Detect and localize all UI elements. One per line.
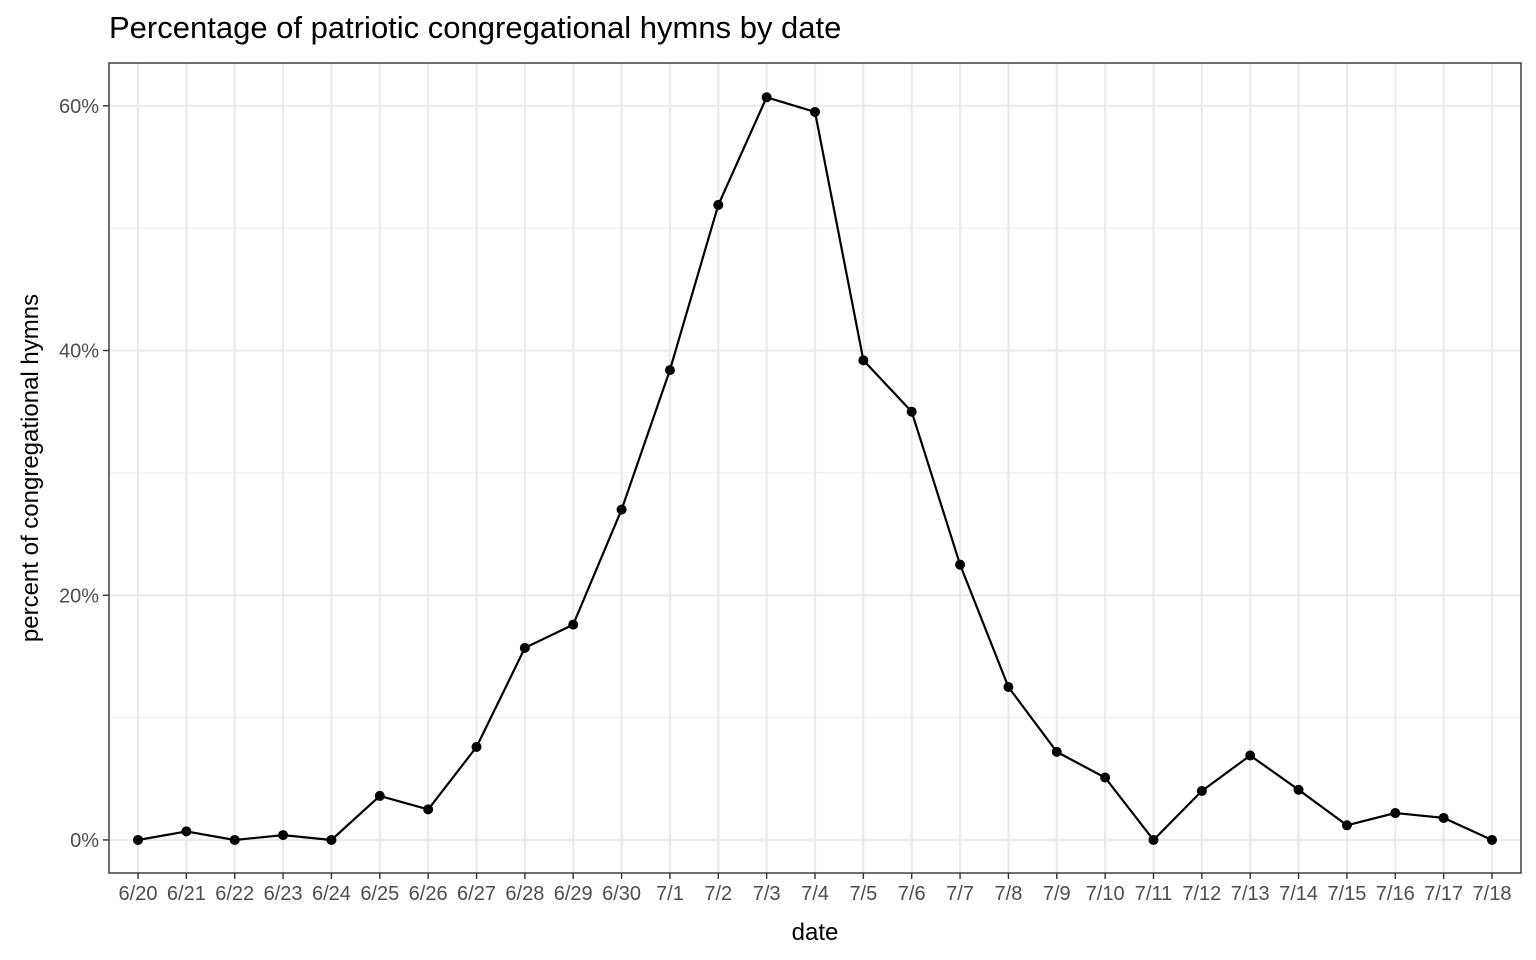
x-tick-label: 7/3 — [753, 883, 781, 905]
x-tick-label: 6/22 — [215, 883, 254, 905]
x-tick-label: 7/17 — [1424, 883, 1463, 905]
data-point — [1051, 746, 1062, 757]
data-point — [229, 834, 240, 845]
x-tick-label: 6/25 — [360, 883, 399, 905]
x-tick-label: 7/2 — [704, 883, 732, 905]
x-tick-label: 7/9 — [1043, 883, 1071, 905]
data-point — [374, 790, 385, 801]
x-tick-label: 7/11 — [1135, 883, 1172, 905]
data-point — [616, 504, 627, 515]
y-axis-title: percent of congregational hymns — [17, 294, 44, 642]
data-point — [568, 619, 579, 630]
data-point — [326, 834, 337, 845]
data-point — [1100, 772, 1111, 783]
data-point — [664, 365, 675, 376]
data-point — [906, 406, 917, 417]
data-point — [133, 834, 144, 845]
x-tick-label: 6/30 — [602, 883, 641, 905]
data-point — [1438, 812, 1449, 823]
data-point — [1293, 784, 1304, 795]
x-tick-label: 7/6 — [898, 883, 926, 905]
x-tick-label: 7/7 — [946, 883, 974, 905]
x-tick-label: 7/4 — [801, 883, 829, 905]
x-tick-label: 7/13 — [1231, 883, 1270, 905]
data-point — [1245, 750, 1256, 761]
x-tick-label: 6/23 — [264, 883, 303, 905]
x-tick-label: 7/5 — [849, 883, 877, 905]
data-series — [133, 92, 1497, 845]
x-tick-label: 7/14 — [1279, 883, 1318, 905]
x-axis-title: date — [792, 919, 839, 946]
x-tick-label: 7/16 — [1376, 883, 1415, 905]
data-point — [278, 830, 289, 841]
data-point — [1148, 834, 1159, 845]
y-tick-label: 0% — [70, 830, 99, 852]
grid-lines — [109, 63, 1521, 873]
y-tick-label: 20% — [59, 585, 99, 607]
data-point — [471, 741, 482, 752]
data-point — [1341, 820, 1352, 831]
data-point — [1003, 682, 1014, 693]
data-point — [519, 642, 530, 653]
x-tick-label: 6/27 — [457, 883, 496, 905]
x-tick-label: 7/1 — [656, 883, 684, 905]
data-point — [810, 106, 820, 117]
x-tick-label: 6/24 — [312, 883, 351, 905]
x-tick-label: 6/26 — [409, 883, 448, 905]
y-tick-label: 60% — [59, 96, 99, 118]
x-tick-label: 7/12 — [1182, 883, 1221, 905]
data-point — [181, 826, 192, 837]
data-point — [761, 92, 772, 103]
data-point — [1390, 808, 1401, 819]
x-tick-label: 7/15 — [1327, 883, 1366, 905]
x-tick-label: 6/29 — [554, 883, 593, 905]
data-point — [1486, 834, 1497, 845]
x-tick-label: 6/28 — [505, 883, 544, 905]
x-tick-label: 7/18 — [1473, 883, 1512, 905]
data-point — [1196, 786, 1207, 797]
x-tick-label: 7/10 — [1086, 883, 1125, 905]
chart-title: Percentage of patriotic congregational h… — [109, 10, 842, 45]
x-tick-label: 6/21 — [167, 883, 206, 905]
y-tick-label: 40% — [59, 341, 99, 363]
x-tick-label: 6/20 — [119, 883, 158, 905]
data-point — [713, 199, 724, 210]
data-point — [423, 804, 434, 815]
data-point — [955, 559, 966, 570]
x-tick-label: 7/8 — [995, 883, 1023, 905]
data-point — [858, 355, 869, 366]
axes: 0% 20% 40% 60% 6/20 6/21 6/22 6/23 6/24 6/25 6/26 6… — [59, 96, 1511, 905]
